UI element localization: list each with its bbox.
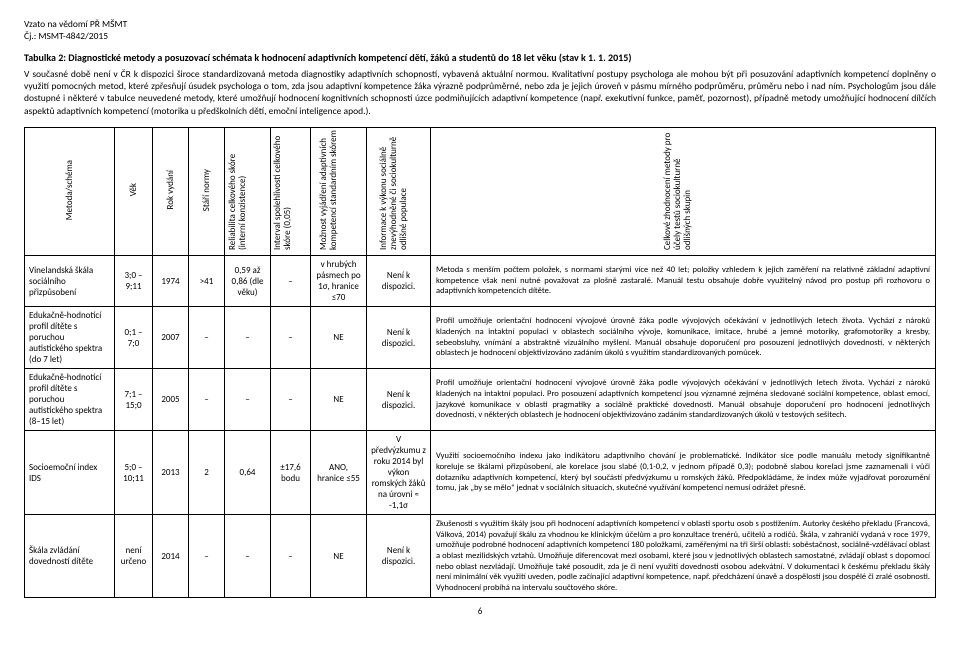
cell-year: 1974: [153, 256, 189, 307]
cell-info: Není k dispozici.: [367, 369, 431, 431]
meta-line2: Čj.: MSMT-4842/2015: [24, 30, 936, 42]
col-norm-age: Stáří normy: [189, 128, 225, 256]
cell-reliability: 0,59 až 0,86 (dle věku): [225, 256, 271, 307]
cell-ci: –: [271, 307, 311, 369]
cell-desc: Profil umožňuje orientační hodnocení výv…: [431, 307, 936, 369]
cell-ci: –: [271, 515, 311, 598]
cell-std: NE: [311, 515, 367, 598]
cell-age: 0;1 –7;0: [115, 307, 153, 369]
intro-paragraph: V současné době není v ČR k dispozici ši…: [24, 68, 936, 117]
cell-ci: ±17,6 bodu: [271, 431, 311, 515]
cell-name: Edukačně-hodnotící profil dítěte s poruc…: [25, 369, 115, 431]
cell-norm-age: –: [189, 307, 225, 369]
cell-std: NE: [311, 307, 367, 369]
header-row: Metoda/schéma Věk Rok vydání Stáří normy…: [25, 128, 936, 256]
cell-age: 3;0 –9;11: [115, 256, 153, 307]
cell-age: 7;1 –15;0: [115, 369, 153, 431]
page-number: 6: [24, 606, 936, 617]
cell-std: v hrubých pásmech po 1σ, hranice ≤70: [311, 256, 367, 307]
cell-norm-age: >41: [189, 256, 225, 307]
cell-name: Škála zvládání dovedností dítěte: [25, 515, 115, 598]
cell-desc: Využití socioemočního indexu jako indiká…: [431, 431, 936, 515]
cell-info: Není k dispozici.: [367, 256, 431, 307]
cell-age: není určeno: [115, 515, 153, 598]
cell-norm-age: –: [189, 515, 225, 598]
cell-norm-age: –: [189, 369, 225, 431]
cell-desc: Profil umožňuje orientační hodnocení výv…: [431, 369, 936, 431]
col-info: Informace k výkonu sociálně znevýhodněné…: [367, 128, 431, 256]
table-row: Vinelandská škála sociálního přizpůsoben…: [25, 256, 936, 307]
cell-info: Není k dispozici.: [367, 515, 431, 598]
cell-reliability: –: [225, 515, 271, 598]
cell-ci: –: [271, 369, 311, 431]
cell-year: 2005: [153, 369, 189, 431]
table-row: Edukačně-hodnotící profil dítěte s poruc…: [25, 369, 936, 431]
col-std: Možnost vyjádření adaptivních kompetencí…: [311, 128, 367, 256]
table-title: Tabulka 2: Diagnostické metody a posuzov…: [24, 51, 936, 64]
cell-age: 5;0 –10;11: [115, 431, 153, 515]
cell-info: Není k dispozici.: [367, 307, 431, 369]
cell-name: Socioemoční index IDS: [25, 431, 115, 515]
cell-reliability: –: [225, 369, 271, 431]
cell-ci: –: [271, 256, 311, 307]
cell-year: 2014: [153, 515, 189, 598]
cell-norm-age: 2: [189, 431, 225, 515]
col-reliability: Reliabilita celkového skóre (interní kon…: [225, 128, 271, 256]
table-row: Socioemoční index IDS5;0 –10;11201320,64…: [25, 431, 936, 515]
cell-desc: Metoda s menším počtem položek, s normam…: [431, 256, 936, 307]
col-method: Metoda/schéma: [25, 128, 115, 256]
cell-year: 2013: [153, 431, 189, 515]
col-desc: Celkové zhodnocení metody pro účely test…: [431, 128, 936, 256]
table-row: Škála zvládání dovedností dítětenení urč…: [25, 515, 936, 598]
col-year: Rok vydání: [153, 128, 189, 256]
cell-name: Edukačně-hodnotící profil dítěte s poruc…: [25, 307, 115, 369]
table-row: Edukačně-hodnotící profil dítěte s poruc…: [25, 307, 936, 369]
cell-reliability: –: [225, 307, 271, 369]
cell-reliability: 0,64: [225, 431, 271, 515]
cell-info: V předvýzkumu z roku 2014 byl výkon roms…: [367, 431, 431, 515]
cell-desc: Zkušenosti s využitím škály jsou při hod…: [431, 515, 936, 598]
col-ci: Interval spolehlivosti celkového skóre (…: [271, 128, 311, 256]
cell-std: ANO, hranice ≤55: [311, 431, 367, 515]
col-age: Věk: [115, 128, 153, 256]
header-meta: Vzato na vědomí PŘ MŠMT Čj.: MSMT-4842/2…: [24, 18, 936, 43]
cell-year: 2007: [153, 307, 189, 369]
meta-line1: Vzato na vědomí PŘ MŠMT: [24, 18, 936, 30]
cell-name: Vinelandská škála sociálního přizpůsoben…: [25, 256, 115, 307]
diagnostics-table: Metoda/schéma Věk Rok vydání Stáří normy…: [24, 127, 936, 598]
cell-std: NE: [311, 369, 367, 431]
